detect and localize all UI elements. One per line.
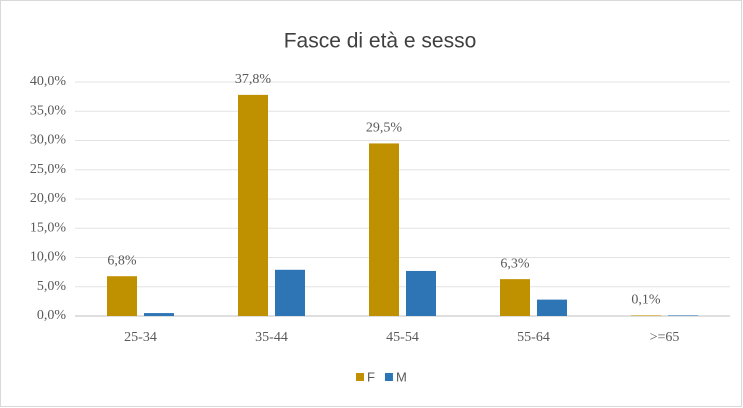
bar [537, 299, 567, 316]
data-label: 6,8% [107, 253, 137, 268]
chart-title: Fasce di età e sesso [284, 30, 477, 53]
data-label: 0,1% [631, 293, 661, 308]
bar [144, 313, 174, 316]
legend-swatch [356, 373, 364, 381]
y-tick-label: 25,0% [30, 162, 67, 177]
bar [238, 94, 268, 317]
bar [406, 270, 436, 316]
data-label: 37,8% [235, 72, 272, 87]
data-label: 6,3% [500, 256, 530, 271]
y-tick-label: 20,0% [30, 191, 67, 206]
x-tick-label: 45-54 [386, 330, 419, 345]
y-tick-label: 30,0% [30, 133, 67, 148]
legend-swatch [384, 373, 393, 381]
y-tick-label: 40,0% [30, 74, 67, 89]
x-tick-label: 25-34 [124, 330, 157, 345]
bar [631, 315, 661, 316]
y-tick-label: 35,0% [30, 103, 67, 118]
legend-label: F [367, 369, 375, 384]
y-tick-label: 0,0% [37, 308, 67, 323]
bar [275, 269, 305, 316]
y-tick-label: 5,0% [37, 279, 67, 294]
x-tick-label: >=65 [650, 330, 680, 345]
legend-label: M [396, 369, 407, 384]
y-tick-label: 10,0% [30, 250, 67, 265]
data-label: 29,5% [366, 121, 403, 136]
bar [369, 143, 399, 316]
bar [107, 276, 137, 316]
x-tick-label: 55-64 [517, 330, 550, 345]
x-tick-label: 35-44 [255, 330, 288, 345]
bar [500, 279, 530, 316]
y-tick-label: 15,0% [30, 220, 67, 235]
bar [668, 315, 698, 316]
